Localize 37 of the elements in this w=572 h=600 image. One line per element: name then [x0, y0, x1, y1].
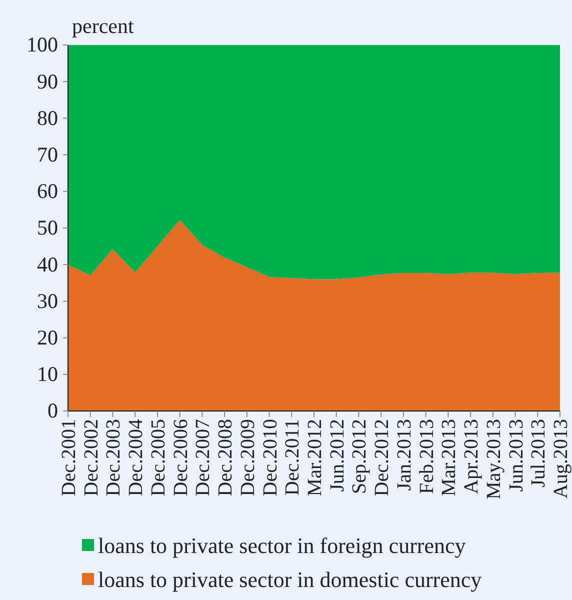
- y-tick-label: 100: [26, 32, 58, 57]
- x-tick-label: Dec.2004: [125, 419, 148, 496]
- x-tick-label: Dec.2007: [192, 419, 214, 496]
- x-tick-label: Dec.2001: [58, 419, 80, 496]
- x-tick-label: Jun.2012: [326, 419, 348, 492]
- x-tick-label: Dec.2008: [214, 419, 237, 496]
- x-tick-label: Apr.2013: [460, 419, 483, 494]
- x-tick-label: Mar.2013: [438, 419, 460, 496]
- y-tick-label: 20: [37, 326, 58, 350]
- y-tick-label: 70: [37, 142, 58, 167]
- legend-label: loans to private sector in foreign currency: [98, 533, 466, 558]
- y-tick-label: 40: [37, 252, 58, 276]
- y-tick-label: 0: [48, 398, 58, 423]
- y-tick-label: 60: [37, 179, 58, 204]
- x-tick-label: Dec.2010: [259, 419, 282, 496]
- y-tick-label: 80: [37, 106, 58, 130]
- y-tick-label: 50: [37, 216, 58, 240]
- x-tick-label: Dec.2012: [371, 419, 394, 496]
- x-tick-label: Jul.2013: [528, 419, 550, 488]
- x-tick-label: Dec.2006: [170, 419, 192, 496]
- x-tick-label: Jan.2013: [393, 419, 416, 491]
- x-tick-label: Dec.2011: [282, 419, 304, 496]
- x-tick-label: Mar.2012: [304, 419, 326, 496]
- x-tick-label: May.2013: [482, 419, 505, 500]
- y-tick-label: 90: [37, 69, 58, 94]
- x-tick-label: Jun.2013: [505, 419, 528, 492]
- y-axis-title: percent: [72, 14, 134, 38]
- x-tick-label: Dec.2003: [102, 419, 125, 496]
- y-tick-label: 30: [37, 288, 58, 313]
- x-tick-label: Sep.2012: [348, 419, 371, 494]
- x-tick-label: Dec.2002: [80, 419, 102, 496]
- y-tick-label: 10: [37, 362, 58, 386]
- x-tick-label: Dec.2009: [236, 419, 259, 496]
- legend-label: loans to private sector in domestic currency: [98, 567, 482, 592]
- x-tick-label: Dec.2005: [147, 419, 170, 496]
- x-tick-label: Aug.2013: [550, 419, 572, 498]
- x-tick-label: Feb.2013: [416, 419, 438, 494]
